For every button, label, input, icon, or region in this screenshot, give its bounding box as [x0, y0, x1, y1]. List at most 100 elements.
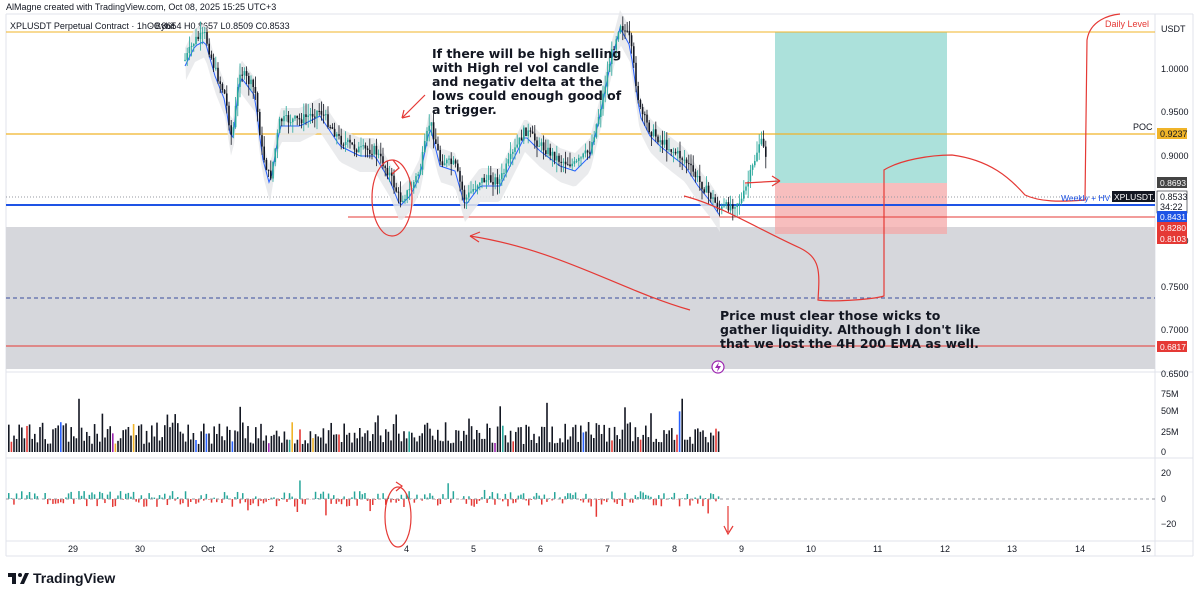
candle-body: [309, 113, 312, 116]
delta-bar: [361, 494, 364, 499]
delta-bar: [10, 498, 13, 499]
volume-bar: [229, 429, 231, 452]
candle-body: [463, 189, 466, 200]
volume-bar: [372, 434, 374, 452]
volume-bar: [652, 441, 655, 452]
candle-body: [655, 129, 657, 137]
delta-bar: [431, 495, 434, 499]
candle-body: [602, 93, 604, 109]
target-zone[interactable]: [775, 32, 947, 183]
candle-body: [369, 149, 371, 154]
candle-body: [650, 132, 653, 137]
daily-level-label: Daily Level: [1105, 19, 1149, 29]
candle-body: [547, 147, 549, 155]
volume-bar: [535, 443, 538, 452]
delta-bar: [21, 491, 23, 499]
delta-bar: [507, 499, 509, 507]
price-tag-4-text: 0.8103: [1160, 234, 1186, 244]
delta-bar: [119, 491, 122, 499]
countdown-text: 34:22: [1160, 202, 1183, 212]
volume-bar: [101, 413, 104, 452]
volume-bar: [621, 429, 624, 452]
delta-bar: [26, 495, 28, 499]
volume-bar: [18, 424, 20, 452]
candle-body: [360, 146, 362, 148]
volume-bar: [470, 426, 473, 452]
candle-body: [375, 145, 378, 155]
candle-body: [575, 160, 578, 162]
price-candles[interactable]: [184, 16, 767, 221]
volume-bar: [593, 438, 595, 452]
delta-bar: [564, 496, 566, 499]
instrument-title[interactable]: XPLUSDT Perpetual Contract · 1h · Bybit: [10, 21, 175, 31]
time-tick: 4: [404, 544, 409, 554]
volume-bar: [60, 422, 62, 452]
delta-bar: [164, 493, 166, 499]
candle-body: [188, 46, 191, 54]
delta-bar: [525, 499, 527, 501]
candle-body: [626, 30, 628, 32]
volume-bar: [114, 443, 117, 452]
delta-bar: [561, 499, 564, 504]
volume-bar: [260, 423, 262, 452]
candle-body: [765, 146, 767, 157]
volume-bar: [158, 440, 161, 452]
candle-body: [430, 122, 433, 126]
volume-bar: [88, 435, 91, 452]
candle-body: [243, 71, 246, 76]
delta-bar: [112, 499, 114, 507]
volume-bar: [291, 422, 293, 452]
delta-bar: [88, 494, 91, 499]
candle-body: [571, 163, 573, 167]
candle-body: [545, 150, 547, 155]
time-axis[interactable]: 29 30 Oct 2 3 4 5 6 7 8 9 10 11 12 13 14 15: [68, 544, 1151, 554]
volume-bar: [21, 427, 23, 452]
candle-body: [498, 179, 501, 185]
candle-body: [241, 74, 243, 76]
delta-bar: [366, 499, 369, 501]
delta-bar: [400, 494, 403, 499]
candle-body: [622, 26, 624, 31]
delta-bar: [715, 499, 717, 502]
volume-bar: [255, 427, 257, 452]
delta-bar: [104, 499, 106, 504]
entry-arrow-head: [771, 175, 781, 187]
delta-bar: [403, 499, 405, 507]
delta-bar: [652, 499, 655, 506]
candle-body: [523, 127, 525, 141]
delta-bar: [541, 499, 543, 505]
price-tag-3-text: 0.8280: [1160, 223, 1186, 233]
delta-bar: [600, 499, 603, 505]
volume-bar: [611, 440, 613, 452]
delta-bar: [356, 499, 358, 506]
delta-bar: [580, 499, 582, 501]
volume-bar: [369, 441, 371, 452]
volume-bar: [15, 438, 18, 452]
delta-bar: [473, 499, 475, 507]
svg-text:0.7000: 0.7000: [1161, 325, 1189, 335]
volume-bar: [132, 424, 135, 452]
candle-body: [461, 181, 463, 190]
volume-bar: [281, 442, 283, 452]
stop-zone[interactable]: [775, 183, 947, 234]
candle-body: [725, 202, 727, 206]
candle-body: [234, 105, 237, 128]
delta-bar: [587, 499, 590, 503]
delta-bar: [658, 495, 660, 499]
delta-bar: [304, 499, 306, 505]
volume-bar: [551, 426, 553, 452]
time-tick: 6: [538, 544, 543, 554]
candle-body: [668, 149, 670, 151]
volume-bar: [434, 439, 436, 452]
volume-bar: [192, 433, 195, 452]
candle-body: [245, 71, 248, 76]
volume-bar: [460, 441, 462, 452]
candle-body: [298, 118, 301, 120]
volume-bar: [262, 440, 265, 452]
svg-text:0.6500: 0.6500: [1161, 369, 1189, 379]
volume-bar: [169, 427, 171, 452]
svg-text:20: 20: [1161, 468, 1171, 478]
volume-bar: [468, 418, 470, 452]
candle-body: [465, 197, 468, 200]
